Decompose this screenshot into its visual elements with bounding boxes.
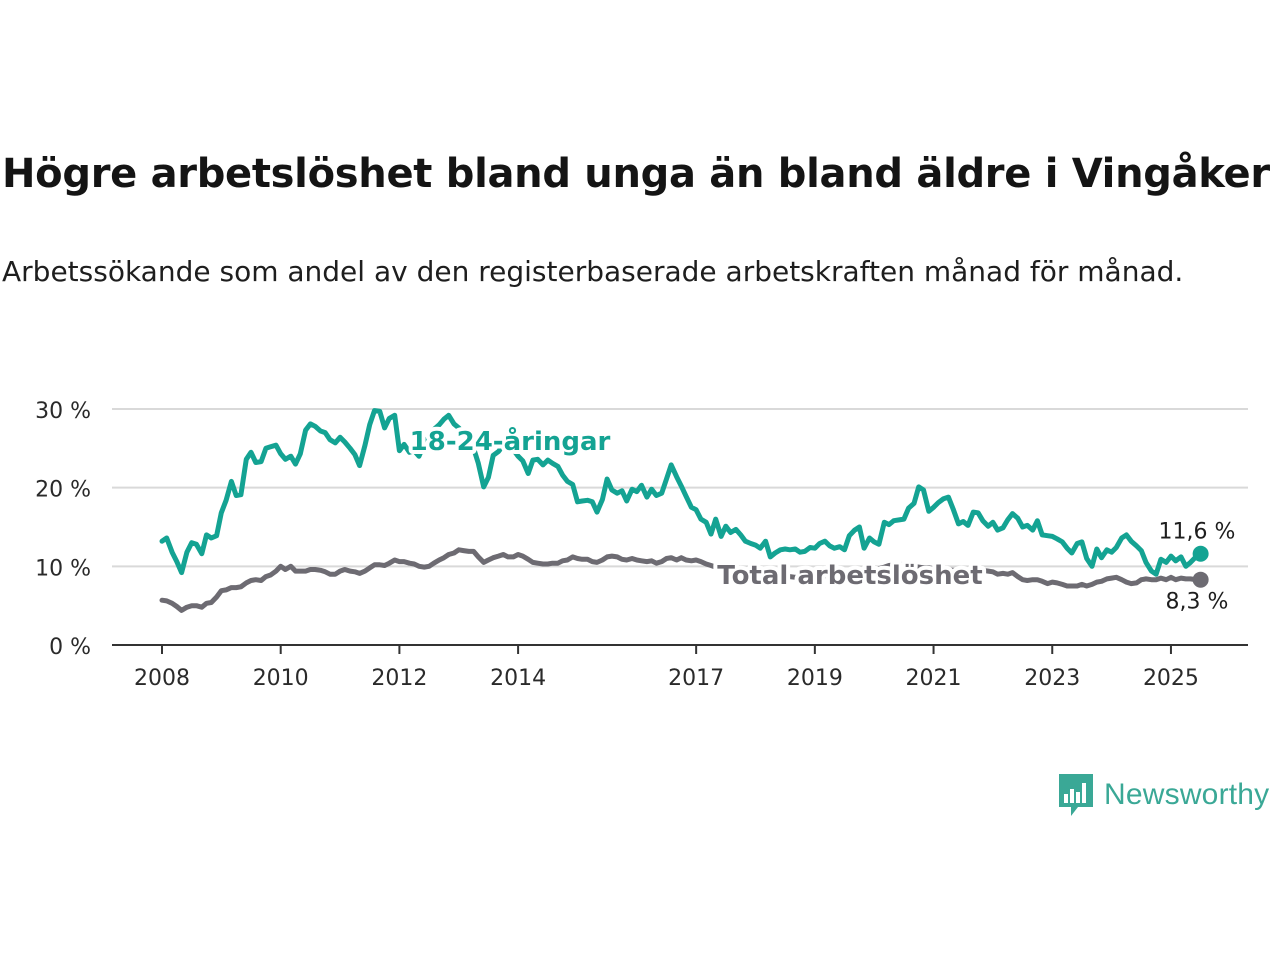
- end-label-youth: 11,6 %: [1159, 520, 1236, 545]
- labels: 11,6 % 8,3 % 18-24-åringar Total arbetslösh…: [406, 421, 1236, 615]
- y-tick-label: 20 %: [35, 478, 91, 503]
- series-line-youth: [159, 408, 1204, 577]
- end-point-total: [1192, 571, 1209, 588]
- line-chart: 0 % 10 % 20 % 30 % 2008 2010 2012 2014 2017 2019 2…: [35, 399, 1248, 691]
- x-tick-label: 2021: [906, 666, 962, 691]
- x-tick-label: 2025: [1143, 666, 1199, 691]
- x-tick-label: 2012: [371, 666, 427, 691]
- x-tick-label: 2008: [134, 666, 190, 691]
- bar-chart-icon: [1059, 774, 1093, 816]
- x-tick-label: 2019: [787, 666, 843, 691]
- x-tick-label: 2017: [668, 666, 724, 691]
- newsworthy-logo: Newsworthy: [1058, 772, 1269, 818]
- series-line-total: [159, 547, 1204, 613]
- y-tick-label: 10 %: [35, 556, 91, 581]
- chart-title: Högre arbetslöshet bland unga än bland ä…: [2, 151, 1270, 197]
- x-tick-label: 2014: [490, 666, 546, 691]
- annotation-total: Total arbetslöshet: [717, 561, 982, 591]
- x-tick-label: 2023: [1024, 666, 1080, 691]
- chart-subtitle: Arbetssökande som andel av den registerb…: [2, 255, 1184, 288]
- x-tick-label: 2010: [253, 666, 309, 691]
- brand-name: Newsworthy: [1104, 778, 1270, 811]
- y-tick-label: 30 %: [35, 399, 91, 424]
- y-tick-label: 0 %: [49, 635, 91, 660]
- series-lines: [159, 408, 1209, 613]
- annotation-youth: 18-24-åringar: [410, 425, 611, 457]
- end-point-youth: [1192, 545, 1209, 562]
- end-label-total: 8,3 %: [1166, 590, 1229, 615]
- axes: 0 % 10 % 20 % 30 % 2008 2010 2012 2014 2017 2019 2…: [35, 399, 1248, 691]
